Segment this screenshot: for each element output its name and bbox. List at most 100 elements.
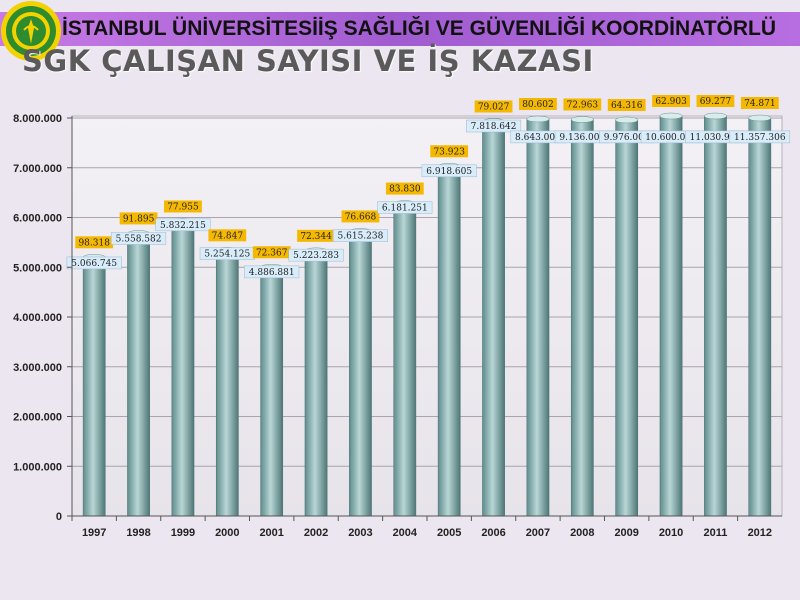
x-tick-label: 2002 [304,527,328,539]
accident-label-box [252,246,291,259]
accident-label: 72.344 [300,232,332,242]
worker-label: 11.030.939 [690,133,742,143]
accident-label-box [652,95,690,108]
bar-cap [615,116,639,124]
accident-label: 64.316 [611,101,643,111]
accident-label: 69.277 [700,97,732,107]
accident-label-box [563,98,602,111]
accident-label-box [474,100,513,113]
worker-label-box [111,232,167,245]
bar-2011 [704,115,727,517]
bar-2000 [215,250,239,517]
bar-2005 [437,166,461,517]
accident-label-box [740,97,779,109]
x-tick-label: 2006 [481,527,505,539]
bar-2008 [570,119,594,517]
x-tick-label: 2009 [614,527,638,539]
accident-label: 74.847 [212,231,244,241]
x-tick-label: 1999 [171,527,195,539]
worker-label-box [377,201,433,214]
x-tick-label: 2012 [748,527,772,539]
x-tick-label: 2004 [393,527,418,539]
x-tick-label: 1997 [82,527,106,539]
accident-label-box [297,229,335,242]
y-tick-label: 5.000.000 [13,262,62,274]
worker-label: 11.357.306 [734,133,786,143]
worker-label-box [421,164,477,178]
bar-2012 [748,117,772,517]
worker-label: 5.615.238 [338,232,384,242]
header-banner [0,12,800,46]
x-tick-label: 2007 [526,527,550,539]
y-tick-label: 6.000.000 [13,213,62,225]
bar-2004 [393,203,417,517]
worker-label: 5.558.582 [116,234,162,244]
x-tick-label: 2001 [259,527,283,539]
worker-label-box [729,130,791,144]
worker-label: 7.818.642 [471,122,517,132]
accident-label: 98.318 [78,238,110,248]
worker-label: 4.886.881 [249,268,295,278]
worker-label: 8.643.000 [515,133,561,143]
worker-label-box [244,265,300,279]
accident-label: 77.955 [167,202,199,212]
bar-2009 [615,119,639,517]
accident-label: 72.963 [567,100,599,110]
y-tick-label: 4.000.000 [13,312,62,324]
bar-cap [704,112,727,120]
accident-label: 72.367 [256,248,288,258]
y-tick-label: 1.000.000 [13,461,62,473]
worker-label: 9.976.000 [604,133,650,143]
accident-label: 91.895 [123,214,155,224]
x-tick-label: 2003 [348,527,372,539]
bar-2007 [526,118,550,517]
y-tick-label: 7.000.000 [13,163,62,175]
worker-label: 5.223.283 [293,251,339,261]
bar-2003 [349,231,372,517]
worker-label: 6.181.251 [382,203,428,213]
bar-cap [659,112,683,120]
accident-label-box [519,97,557,110]
accident-label: 74.871 [744,99,776,109]
bar-2010 [659,115,683,517]
worker-label-box [66,256,122,270]
bar-1997 [82,257,106,517]
bar-1999 [171,221,195,517]
worker-label: 10.600.000 [645,133,697,143]
accident-label: 80.602 [522,100,554,110]
chart-title: SGK ÇALIŞAN SAYISI VE İŞ KAZASI [22,44,594,78]
worker-label: 6.918.605 [426,167,472,177]
accident-label-box [341,210,380,223]
x-tick-label: 2008 [570,527,594,539]
bar-1998 [127,233,150,517]
accident-label-box [607,98,646,111]
worker-label: 5.254.125 [204,250,250,260]
bar-cap [526,115,550,123]
accident-label-box [430,145,469,158]
bar-cap [570,116,594,123]
accident-label: 62.903 [655,97,687,107]
worker-label: 5.066.745 [71,259,117,269]
y-tick-label: 3.000.000 [13,362,62,374]
x-tick-label: 2010 [659,527,683,539]
worker-label-box [332,229,388,242]
bar-2006 [482,121,505,517]
bar-2001 [260,267,284,517]
worker-label: 9.136.000 [559,133,605,143]
worker-label-box [288,248,344,262]
accident-label: 76.668 [345,212,377,222]
accident-label-box [208,229,247,242]
worker-label-box [155,218,211,232]
accident-label-box [385,182,424,195]
worker-label-box [466,119,522,133]
accident-label-box [119,212,158,225]
x-tick-label: 2000 [215,527,239,539]
y-tick-label: 8.000.000 [13,113,62,125]
accident-label: 79.027 [478,102,510,112]
banner-title: İSTANBUL ÜNİVERSİTESİİŞ SAĞLIĞI VE GÜVEN… [62,17,777,40]
x-tick-label: 2011 [704,527,728,539]
y-tick-label: 0 [56,511,62,523]
accident-label-box [696,95,735,108]
worker-label: 5.832.215 [160,221,206,231]
